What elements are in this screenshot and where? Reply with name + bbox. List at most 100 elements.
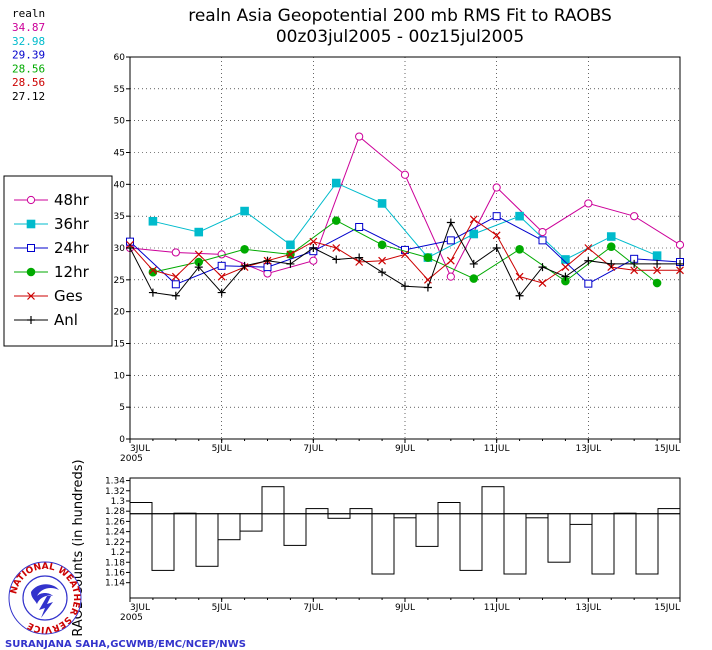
count-y-tick-label: 1.26 — [105, 517, 125, 527]
data-point — [538, 236, 547, 245]
y-tick-label: 40 — [114, 180, 126, 190]
legend-marker — [26, 267, 36, 277]
y-tick-label: 30 — [114, 244, 126, 254]
series-line — [152, 220, 658, 284]
data-point — [584, 256, 593, 265]
data-point — [538, 227, 547, 237]
y-tick-label: 55 — [114, 85, 125, 95]
data-point — [676, 266, 684, 275]
count-bar — [613, 512, 637, 515]
data-point — [355, 222, 364, 231]
legend-label: 36hr — [54, 215, 90, 233]
y-tick-label: 10 — [114, 371, 126, 381]
count-bar — [415, 513, 439, 547]
data-point — [286, 250, 295, 259]
count-x-tick-label: 7JUL — [303, 603, 323, 613]
count-x-tick-year-label: 2005 — [120, 613, 143, 623]
data-point — [515, 272, 524, 281]
legend-label: 12hr — [54, 263, 90, 281]
count-y-tick-label: 1.3 — [111, 497, 125, 507]
data-point — [401, 250, 409, 259]
count-bar — [305, 508, 329, 515]
count-y-tick-label: 1.14 — [105, 579, 125, 589]
count-bar — [459, 513, 483, 571]
data-point — [446, 256, 455, 265]
main-series-layer — [125, 132, 685, 300]
count-x-tick-label: 5JUL — [212, 603, 232, 613]
data-point — [217, 261, 226, 270]
data-point — [561, 272, 570, 281]
count-bar — [525, 513, 549, 519]
data-point — [378, 256, 387, 265]
data-point — [515, 244, 524, 254]
data-point — [606, 242, 616, 252]
data-point — [423, 253, 433, 262]
data-point — [561, 255, 570, 264]
count-plot-frame — [129, 477, 681, 599]
data-point — [194, 250, 203, 259]
count-y-tick-label: 1.22 — [105, 538, 125, 548]
count-axis-ticks: 1.141.161.181.21.221.241.261.281.31.321.… — [105, 477, 681, 623]
data-point — [331, 178, 341, 188]
data-point — [630, 266, 639, 275]
y-tick-label: 15 — [114, 340, 125, 350]
count-y-tick-label: 1.24 — [105, 528, 125, 538]
count-x-tick-label: 15JUL — [654, 603, 680, 613]
data-point — [538, 263, 547, 272]
legend-box — [3, 175, 113, 347]
legend-label: Anl — [54, 311, 78, 329]
data-point — [538, 279, 547, 287]
count-bar — [569, 513, 593, 525]
data-point — [561, 263, 570, 272]
x-tick-year-label: 2005 — [120, 454, 143, 464]
data-point — [332, 244, 341, 252]
count-bar — [261, 486, 285, 515]
data-point — [492, 231, 501, 240]
count-bar — [173, 512, 197, 515]
x-tick-label: 5JUL — [212, 444, 232, 454]
data-point — [492, 212, 501, 221]
nws-logo: NATIONAL WEATHER SERVICE — [8, 561, 82, 635]
data-point — [263, 256, 272, 265]
x-tick-label: 9JUL — [395, 444, 415, 454]
stats-value: 29.39 — [12, 49, 45, 62]
legend-label: 48hr — [54, 191, 90, 209]
y-tick-label: 50 — [114, 117, 126, 127]
data-point — [148, 288, 157, 297]
data-point — [171, 280, 180, 289]
data-point — [309, 244, 318, 252]
data-point — [652, 251, 662, 260]
data-point — [652, 278, 662, 288]
data-point — [309, 256, 318, 265]
data-point — [606, 232, 616, 241]
y-tick-label: 60 — [114, 53, 126, 63]
data-point — [401, 282, 409, 291]
data-point — [148, 267, 158, 277]
stats-value: 34.87 — [12, 21, 45, 34]
count-bar — [217, 513, 241, 541]
data-point — [286, 259, 295, 268]
count-bar — [371, 513, 395, 575]
series-24hr — [126, 212, 684, 289]
y-tick-label: 25 — [114, 276, 125, 286]
data-point — [630, 259, 639, 268]
stats-header: realn — [12, 7, 45, 20]
x-tick-label: 11JUL — [484, 444, 510, 454]
count-bar — [151, 513, 175, 571]
data-point — [676, 259, 684, 268]
data-point — [148, 266, 157, 275]
data-point — [171, 272, 180, 281]
y-tick-label: 0 — [119, 435, 125, 445]
stats-value: 28.56 — [12, 76, 45, 89]
x-tick-label: 3JUL — [130, 444, 150, 454]
data-point — [607, 259, 616, 268]
data-point — [423, 283, 432, 292]
data-point — [377, 199, 387, 208]
data-point — [240, 244, 249, 254]
data-point — [492, 183, 501, 192]
count-bar — [503, 513, 527, 575]
data-point — [355, 132, 364, 141]
y-tick-label: 5 — [119, 403, 125, 413]
